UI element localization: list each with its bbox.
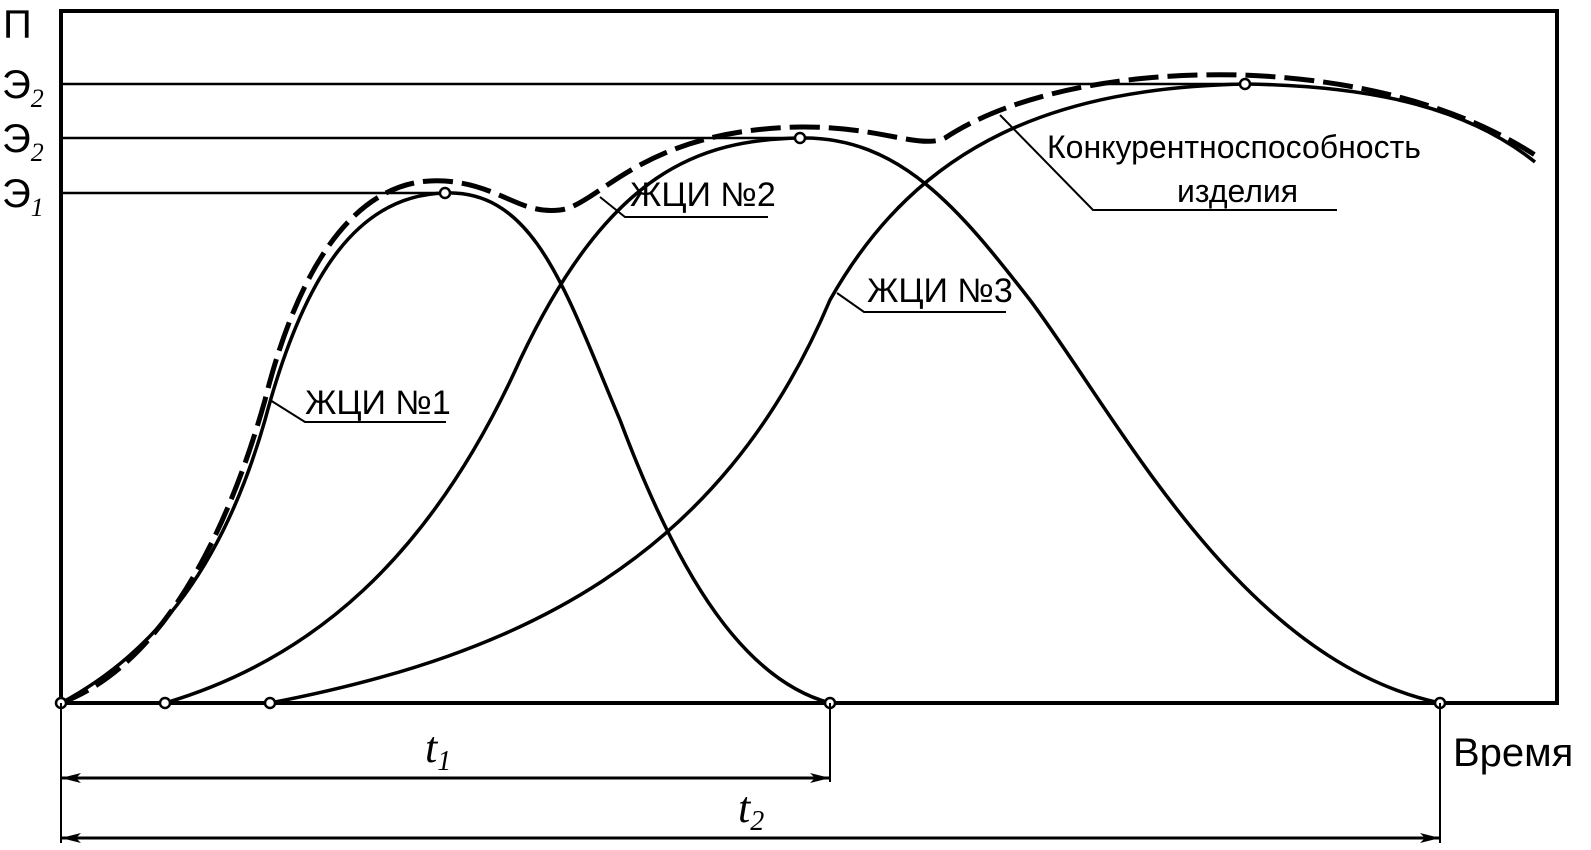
- y-tick-e2-top: Э2: [2, 63, 44, 113]
- plot-frame: [59, 9, 1559, 705]
- peak-marker-2: [793, 131, 807, 145]
- y-tick-e2: Э2: [2, 117, 44, 167]
- envelope-label-line-1: Конкурентноспособность: [1047, 129, 1421, 165]
- interval-label-t1: t1: [425, 723, 451, 777]
- y-axis-label: П: [3, 3, 32, 47]
- interval-label-t2: t2: [738, 783, 764, 837]
- life-cycle-curve-1: [60, 191, 831, 705]
- curve-label-zhci-1: ЖЦИ №1: [305, 384, 451, 422]
- axis-marker-start-3: [263, 696, 277, 710]
- curve-label-zhci-3: ЖЦИ №3: [867, 272, 1013, 310]
- peak-marker-1: [438, 186, 452, 200]
- x-axis-label: Время: [1453, 731, 1573, 775]
- curve-label-zhci-2: ЖЦИ №2: [630, 176, 776, 214]
- y-tick-e1: Э1: [2, 172, 44, 222]
- competitiveness-envelope-curve: [60, 72, 1537, 706]
- peak-marker-3: [1238, 77, 1252, 91]
- leader-line-zhci-1: [269, 399, 446, 423]
- leader-line-envelope: [999, 114, 1337, 211]
- leader-line-zhci-3: [836, 292, 1006, 313]
- envelope-label-line-2: изделия: [1177, 173, 1298, 209]
- leader-line-zhci-2: [599, 196, 768, 218]
- life-cycle-curve-3: [269, 82, 1537, 705]
- axis-marker-start-2: [158, 696, 172, 710]
